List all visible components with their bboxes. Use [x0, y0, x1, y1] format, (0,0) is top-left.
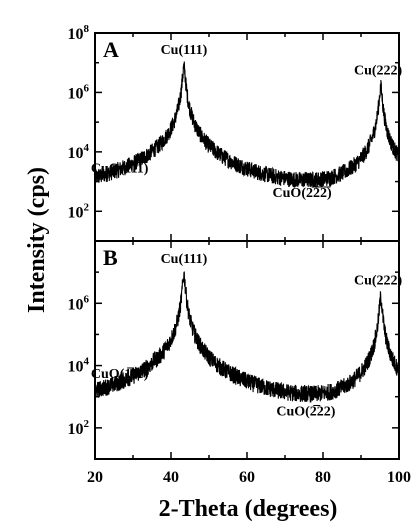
y-tick-label: 102: [68, 201, 90, 221]
series-line-b: [94, 271, 400, 403]
peak-label: CuO(1̅11): [91, 366, 149, 382]
x-tick-label: 80: [315, 469, 331, 486]
peak-label: Cu(111): [161, 43, 208, 58]
y-tick-label: 104: [68, 142, 90, 162]
y-tick-label: 104: [68, 356, 90, 376]
panel-label-b: B: [103, 245, 118, 270]
series-line-a: [94, 61, 400, 188]
x-tick-label: 20: [87, 469, 103, 486]
peak-label: Cu(111): [161, 252, 208, 267]
panel-b: 102 104 106 B Cu(111) Cu(222) CuO(1̅11) CuO(2̅2…: [68, 240, 403, 460]
x-axis-title: 2-Theta (degrees): [159, 496, 338, 522]
y-tick-label: 102: [68, 418, 90, 438]
y-axis-title: Intensity (cps): [24, 167, 50, 313]
peak-label: CuO(2̅22): [276, 403, 335, 419]
panel-label-a: A: [103, 37, 119, 62]
peak-label: Cu(222): [354, 274, 403, 289]
x-tick-label: 60: [239, 469, 255, 486]
y-tick-label: 106: [68, 82, 90, 102]
panel-a: 102 104 106 108 A Cu(111) Cu(222) CuO(1̅1̅1̅) Cu…: [68, 23, 403, 242]
x-tick-label: 100: [387, 469, 411, 486]
peak-label: CuO(22̅2̅): [273, 185, 332, 201]
y-tick-label: 108: [68, 23, 90, 43]
peak-label: CuO(1̅1̅1̅): [91, 161, 149, 177]
y-tick-label: 106: [68, 293, 90, 313]
x-tick-label: 40: [163, 469, 179, 486]
peak-label: Cu(222): [354, 64, 403, 79]
